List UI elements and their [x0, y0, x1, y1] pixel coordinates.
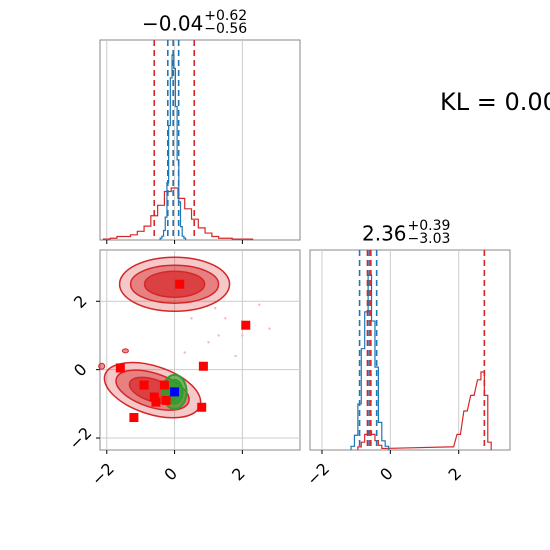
red-square-marker — [115, 363, 125, 373]
title-p2-plus: +0.39 — [407, 218, 451, 234]
marginal-p2-panel: −2 0 2 — [303, 249, 511, 489]
marginal-p2-frame — [309, 249, 511, 451]
faint-sample-point — [258, 303, 261, 306]
joint-ytick-label: 2 — [70, 291, 91, 312]
red-square-marker — [129, 413, 139, 423]
marginal-p1-frame — [99, 39, 301, 241]
faint-sample-point — [190, 317, 193, 320]
red-square-marker — [175, 279, 185, 289]
faint-sample-point — [268, 327, 271, 330]
title-p1-plus: +0.62 — [204, 8, 248, 24]
joint-p1-p2-panel: −2 0 2 −2 0 2 — [65, 249, 301, 489]
joint-xtick-label: 2 — [228, 464, 249, 485]
kl-divergence-label: KL = 0.00 — [440, 88, 550, 116]
title-p1: −0.04 +0.62 −0.56 — [142, 8, 248, 38]
marginal-p2-xtick-label: −2 — [303, 459, 333, 489]
title-p1-minus: −0.56 — [204, 21, 248, 37]
red-square-marker — [198, 361, 208, 371]
faint-sample-point — [234, 354, 237, 358]
marginal-p1-panel — [99, 39, 301, 244]
joint-xtick-label: −2 — [88, 459, 118, 489]
red-square-marker — [161, 395, 171, 405]
title-p2-value: 2.36 — [362, 221, 407, 246]
title-p2: 2.36 +0.39 −3.03 — [362, 218, 451, 248]
joint-ytick-label: −2 — [65, 423, 95, 453]
faint-sample-point — [224, 317, 227, 320]
red-square-marker — [151, 397, 161, 407]
red-square-marker — [149, 392, 159, 402]
red-contour-upper-inner — [143, 270, 206, 298]
faint-sample-point — [214, 306, 217, 310]
red-histogram-p2 — [357, 371, 492, 450]
title-p2-minus: −3.03 — [407, 231, 451, 247]
red-square-marker — [159, 380, 169, 390]
title-p1-value: −0.04 — [142, 11, 204, 36]
faint-sample-point — [183, 351, 186, 354]
blue-square-marker — [170, 387, 180, 397]
marginal-p2-xtick-label: 2 — [445, 464, 466, 485]
joint-xtick-label: 0 — [160, 464, 181, 485]
red-square-marker — [139, 380, 149, 390]
joint-ytick-label: 0 — [70, 360, 91, 381]
faint-sample-point — [207, 341, 210, 344]
red-square-marker — [197, 402, 207, 412]
faint-sample-point — [241, 334, 244, 337]
red-contour-speck — [121, 348, 129, 354]
red-contour-speck — [98, 362, 106, 370]
marginal-p2-xtick-label: 0 — [376, 464, 397, 485]
red-histogram-p1 — [102, 187, 254, 240]
faint-sample-point — [217, 334, 220, 337]
red-square-marker — [241, 320, 251, 330]
